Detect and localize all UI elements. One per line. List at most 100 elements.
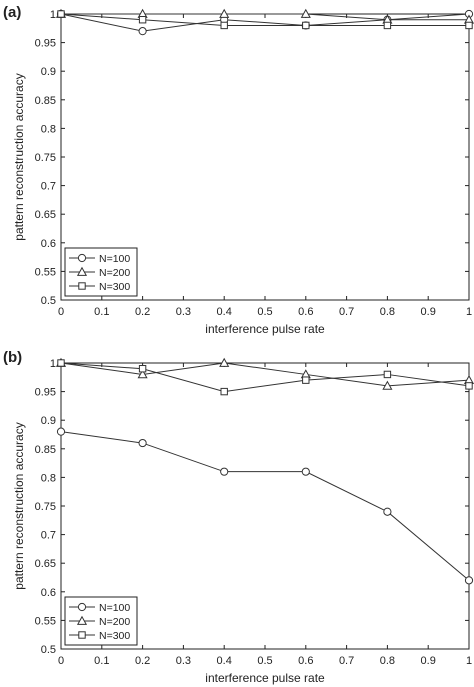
data-point-triangle [219, 8, 230, 18]
chart-panel-b: (b) 0 0.1 0.2 0.3 0.4 0.5 0.6 0.7 0.8 0.9 1 0.5 0.55 0… [3, 349, 474, 685]
data-point-square [302, 21, 310, 30]
y-tick-label: 0.9 [41, 415, 56, 427]
x-tick-label: 0 [58, 655, 64, 667]
data-point-circle [301, 467, 310, 476]
y-tick-label: 0.95 [35, 38, 56, 50]
x-tick-label: 0.3 [176, 306, 191, 318]
data-point-square [465, 21, 473, 30]
legend-marker-square [78, 631, 86, 639]
x-tick-label: 0.5 [257, 306, 272, 318]
x-tick-label: 0.6 [298, 655, 313, 667]
data-point-square [57, 359, 65, 367]
x-tick-label: 1 [466, 655, 472, 667]
x-tick-label: 0.9 [421, 655, 436, 667]
data-point-circle [383, 507, 392, 516]
x-tick-label: 0.1 [94, 655, 109, 667]
x-tick-label: 0.7 [339, 655, 354, 667]
y-tick-label: 0.65 [35, 209, 56, 221]
y-tick-label: 0.85 [35, 444, 56, 456]
x-tick-label: 0.4 [217, 655, 232, 667]
x-tick-label: 0.1 [94, 306, 109, 318]
data-point-square [220, 387, 228, 396]
y-tick-label: 0.55 [35, 266, 56, 278]
y-tick-label: 0.55 [35, 615, 56, 627]
series-N=200 [55, 357, 474, 390]
y-tick-label: 1 [50, 358, 56, 370]
series-line [60, 362, 470, 393]
legend-label: N=200 [99, 267, 130, 279]
series-line [60, 362, 470, 387]
data-point-triangle [300, 8, 311, 18]
y-tick-label: 0.5 [41, 644, 56, 656]
y-axis-title: pattern reconstruction accuracy [12, 73, 26, 240]
series-line [61, 13, 469, 21]
x-tick-label: 0.5 [257, 655, 272, 667]
data-point-circle [138, 438, 147, 448]
y-tick-label: 0.6 [41, 587, 56, 599]
x-tick-label: 0.3 [176, 655, 191, 667]
x-tick-label: 0 [58, 306, 64, 318]
data-point-square [138, 365, 147, 373]
y-tick-label: 0.8 [41, 123, 56, 135]
y-tick-label: 0.65 [35, 558, 56, 570]
y-tick-label: 0.75 [35, 152, 56, 164]
data-point-square [465, 382, 473, 390]
data-point-triangle [219, 357, 230, 367]
series-N=300 [57, 359, 473, 396]
series-N=100 [56, 427, 474, 585]
data-point-circle [464, 576, 474, 585]
y-tick-label: 0.75 [35, 501, 56, 513]
x-tick-label: 0.4 [217, 306, 232, 318]
x-tick-label: 0.2 [135, 655, 150, 667]
legend-label: N=300 [99, 630, 130, 642]
legend-label: N=100 [99, 253, 130, 265]
legend-marker-circle [77, 602, 87, 612]
x-axis-title: interference pulse rate [205, 322, 325, 336]
y-tick-label: 0.7 [41, 181, 56, 193]
data-point-square [220, 21, 228, 30]
x-tick-label: 0.8 [380, 306, 395, 318]
x-tick-label: 0.6 [298, 306, 313, 318]
data-point-circle [220, 467, 229, 476]
y-tick-label: 0.6 [41, 238, 56, 250]
data-point-square [302, 376, 310, 384]
legend: N=100 N=200 N=300 [64, 247, 138, 297]
legend-box [64, 596, 138, 646]
y-tick-label: 0.7 [41, 530, 56, 542]
legend-marker-triangle [76, 615, 88, 625]
y-tick-label: 1 [50, 9, 56, 21]
y-tick-label: 0.5 [41, 295, 56, 307]
legend-marker-square [78, 282, 86, 290]
data-point-circle [56, 427, 66, 436]
data-point-triangle [137, 369, 148, 379]
x-tick-label: 1 [466, 306, 472, 318]
legend-label: N=100 [99, 602, 130, 614]
y-tick-label: 0.9 [41, 66, 56, 78]
data-point-square [57, 10, 65, 18]
x-tick-label: 0.9 [421, 306, 436, 318]
x-tick-label: 0.7 [339, 306, 354, 318]
data-point-circle [138, 27, 147, 36]
series-N=300 [57, 10, 473, 30]
y-tick-label: 0.95 [35, 387, 56, 399]
data-point-square [383, 370, 392, 379]
legend-marker-triangle [76, 266, 88, 276]
panel-label: (a) [3, 4, 21, 21]
y-tick-label: 0.85 [35, 95, 56, 107]
data-point-triangle [382, 380, 393, 390]
data-point-square [138, 16, 147, 24]
series-line [60, 431, 470, 581]
x-tick-label: 0.8 [380, 655, 395, 667]
x-tick-label: 0.2 [135, 306, 150, 318]
y-tick-label: 0.8 [41, 472, 56, 484]
legend: N=100 N=200 N=300 [64, 596, 138, 646]
panel-label: (b) [3, 349, 22, 366]
legend-label: N=300 [99, 281, 130, 293]
series-line [60, 13, 469, 26]
x-axis-title: interference pulse rate [205, 671, 325, 685]
legend-marker-circle [77, 253, 87, 263]
chart-panel-a: (a) 0 0.1 0.2 0.3 0.4 0.5 0.6 0.7 0.8 0.9 1 0.5 0.55 0… [3, 4, 474, 336]
y-axis-title: pattern reconstruction accuracy [12, 422, 26, 589]
series-line [60, 13, 470, 32]
